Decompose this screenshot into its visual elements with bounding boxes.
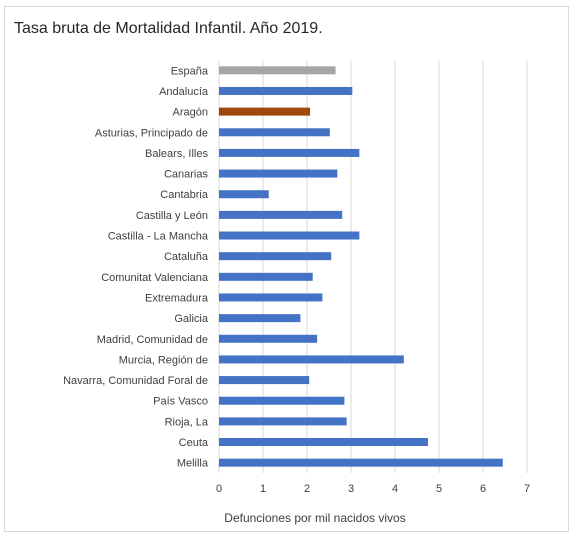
category-label: España xyxy=(171,65,209,77)
bar xyxy=(219,169,338,178)
bar xyxy=(219,334,318,343)
x-tick-label: 1 xyxy=(260,483,266,495)
category-label: País Vasco xyxy=(153,396,208,408)
category-label: Navarra, Comunidad Foral de xyxy=(63,375,208,387)
category-label: Castilla - La Mancha xyxy=(108,231,209,243)
x-tick-label: 2 xyxy=(304,483,310,495)
category-label: Cataluña xyxy=(164,251,209,263)
category-label: Ceuta xyxy=(179,437,209,449)
x-tick-labels: 0 1 2 3 4 5 6 7 xyxy=(216,483,530,495)
x-tick-label: 3 xyxy=(348,483,354,495)
x-axis-label: Defunciones por mil nacidos vivos xyxy=(224,511,405,525)
x-tick-label: 5 xyxy=(436,483,442,495)
chart-title: Tasa bruta de Mortalidad Infantil. Año 2… xyxy=(14,20,323,37)
category-label: Cantabria xyxy=(160,189,209,201)
category-label: Asturias, Principado de xyxy=(95,127,208,139)
bar xyxy=(219,107,311,116)
category-label: Murcia, Región de xyxy=(119,354,208,366)
bar xyxy=(219,314,301,323)
category-label: Aragón xyxy=(173,107,208,119)
bar xyxy=(219,293,323,302)
bar xyxy=(219,210,343,219)
category-label: Rioja, La xyxy=(165,416,209,428)
x-tick-label: 6 xyxy=(480,483,486,495)
bar xyxy=(219,376,310,385)
category-label: Extremadura xyxy=(145,292,209,304)
x-tick-label: 7 xyxy=(524,483,530,495)
bars xyxy=(219,66,503,467)
bar xyxy=(219,190,269,199)
bar xyxy=(219,148,360,157)
category-label: Madrid, Comunidad de xyxy=(97,334,208,346)
bar xyxy=(219,417,347,426)
x-tick-label: 0 xyxy=(216,483,222,495)
bar xyxy=(219,355,404,364)
category-label: Canarias xyxy=(164,169,209,181)
category-label: Castilla y León xyxy=(136,210,208,222)
x-tick-label: 4 xyxy=(392,483,398,495)
bar xyxy=(219,231,360,240)
bar xyxy=(219,86,353,95)
bar xyxy=(219,458,503,467)
category-labels: España Andalucía Aragón Asturias, Principad… xyxy=(63,65,209,469)
category-label: Andalucía xyxy=(159,86,209,98)
bar xyxy=(219,128,330,137)
category-label: Galicia xyxy=(174,313,209,325)
bar xyxy=(219,272,313,281)
bar xyxy=(219,396,345,405)
category-label: Melilla xyxy=(177,458,209,470)
bar xyxy=(219,252,332,261)
bar xyxy=(219,66,336,75)
gridlines xyxy=(218,60,528,473)
bar xyxy=(219,438,428,447)
category-label: Balears, Illes xyxy=(145,148,208,160)
category-label: Comunitat Valenciana xyxy=(101,272,209,284)
